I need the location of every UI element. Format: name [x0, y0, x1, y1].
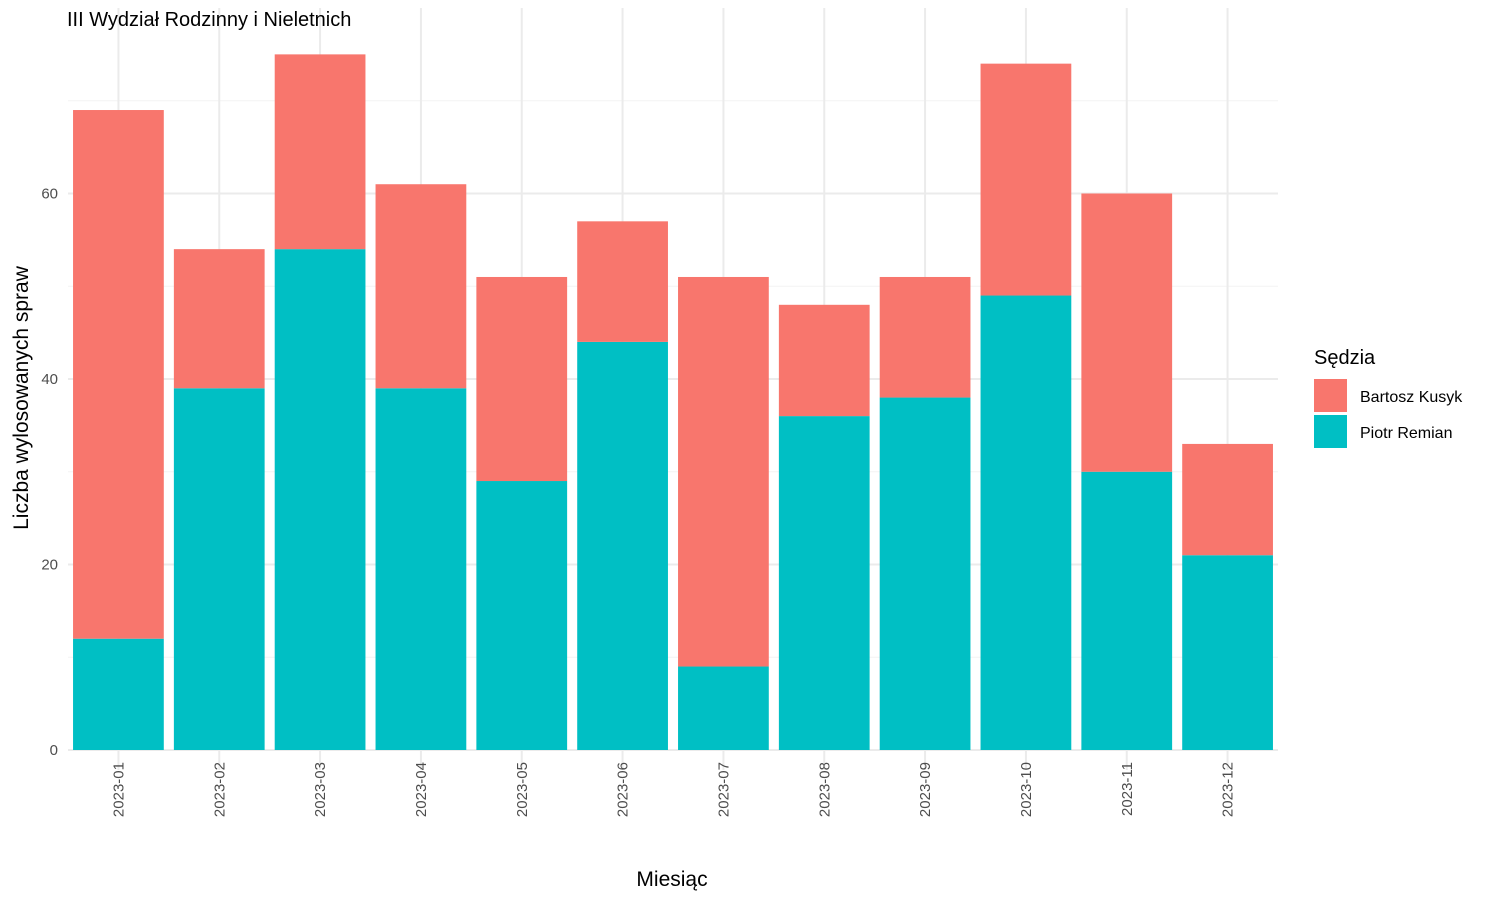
bar-bartosz-kusyk-2023-01	[73, 110, 164, 639]
bar-piotr-remian-2023-03	[274, 249, 366, 750]
x-tick-label: 2023-12	[1220, 762, 1237, 817]
x-tick-label: 2023-11	[1119, 762, 1136, 816]
bar-piotr-remian-2023-12	[1182, 555, 1273, 750]
chart-title: III Wydział Rodzinny i Nieletnich	[67, 9, 351, 31]
bar-piotr-remian-2023-01	[73, 638, 164, 750]
x-tick-label: 2023-03	[312, 762, 329, 817]
y-tick-label: 0	[50, 742, 58, 759]
y-axis-ticks: 0 20 40 60	[41, 186, 58, 760]
x-tick-label: 2023-09	[917, 762, 934, 817]
legend-swatch-bartosz-kusyk	[1314, 379, 1347, 412]
bar-bartosz-kusyk-2023-08	[778, 304, 870, 417]
x-tick-label: 2023-02	[211, 762, 228, 817]
bar-bartosz-kusyk-2023-02	[173, 249, 265, 389]
y-tick-label: 40	[41, 371, 58, 388]
bar-piotr-remian-2023-04	[375, 388, 467, 750]
legend-label-piotr-remian: Piotr Remian	[1360, 425, 1452, 442]
bar-piotr-remian-2023-05	[476, 481, 568, 750]
x-tick-label: 2023-06	[615, 762, 632, 817]
x-axis-ticks: 2023-01 2023-02 2023-03 2023-04 2023-05 2023-…	[110, 762, 1236, 817]
legend-label-bartosz-kusyk: Bartosz Kusyk	[1360, 389, 1463, 406]
x-tick-label: 2023-04	[413, 762, 430, 817]
bar-piotr-remian-2023-11	[1081, 471, 1173, 750]
bar-piotr-remian-2023-02	[173, 388, 265, 750]
y-tick-label: 20	[41, 557, 58, 574]
x-axis-title: Miesiąc	[636, 868, 707, 891]
bar-bartosz-kusyk-2023-12	[1182, 443, 1273, 556]
legend-swatch-piotr-remian	[1314, 415, 1347, 448]
x-tick-label: 2023-05	[514, 762, 531, 817]
bar-bartosz-kusyk-2023-10	[980, 63, 1072, 296]
x-tick-label: 2023-10	[1018, 762, 1035, 817]
bar-piotr-remian-2023-09	[879, 397, 971, 750]
x-tick-label: 2023-01	[110, 762, 127, 817]
bar-piotr-remian-2023-07	[678, 666, 769, 750]
legend-title: Sędzia	[1314, 347, 1376, 369]
bar-piotr-remian-2023-08	[778, 416, 870, 750]
x-tick-label: 2023-08	[816, 762, 833, 817]
bar-piotr-remian-2023-06	[577, 341, 668, 750]
y-axis-title: Liczba wylosowanych spraw	[10, 265, 33, 530]
bar-bartosz-kusyk-2023-09	[879, 276, 971, 398]
bars	[73, 54, 1273, 750]
bar-bartosz-kusyk-2023-04	[375, 184, 467, 389]
bar-bartosz-kusyk-2023-11	[1081, 193, 1173, 472]
bar-bartosz-kusyk-2023-05	[476, 276, 568, 482]
bar-bartosz-kusyk-2023-07	[678, 276, 769, 667]
x-tick-label: 2023-07	[715, 762, 732, 817]
bar-bartosz-kusyk-2023-03	[274, 54, 366, 250]
bar-piotr-remian-2023-10	[980, 295, 1072, 750]
legend: Sędzia Bartosz Kusyk Piotr Remian	[1314, 347, 1463, 448]
y-tick-label: 60	[41, 186, 58, 203]
bar-bartosz-kusyk-2023-06	[577, 221, 668, 342]
